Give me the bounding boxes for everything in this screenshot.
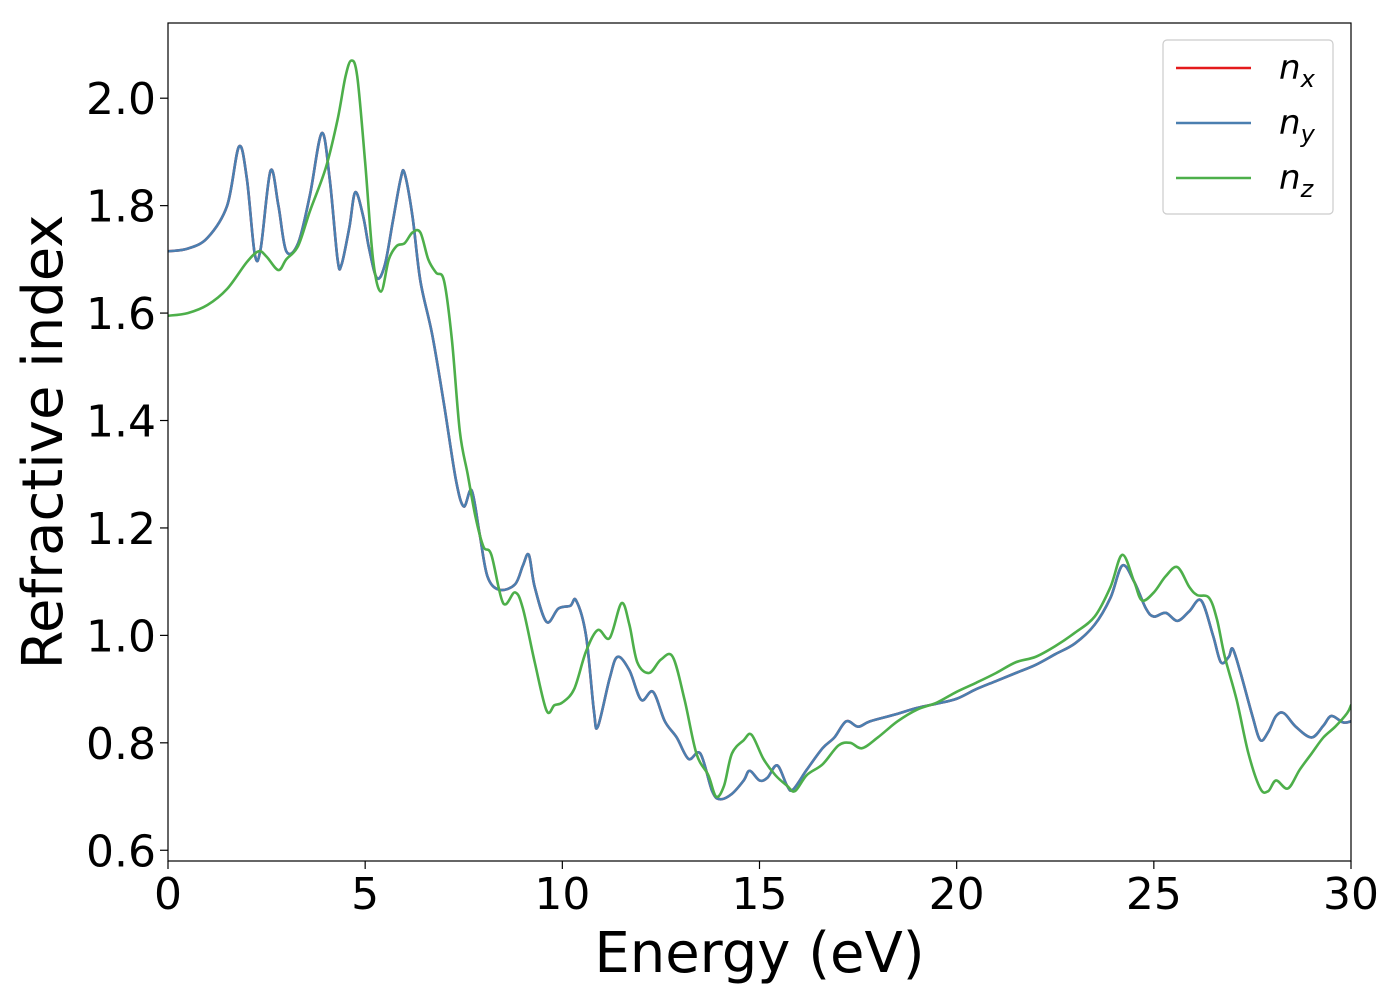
legend-label-y: ny	[1279, 103, 1316, 148]
series-line-z	[168, 59, 1351, 799]
x-axis-ticks: 0 5 10 15 20 25 30	[154, 861, 1379, 920]
legend-box	[1162, 39, 1334, 215]
y-axis-label: Refractive index	[11, 215, 76, 670]
y-tick-label: 1.4	[86, 397, 156, 448]
legend-label-x: nx	[1279, 48, 1316, 93]
legend-label-subscript: x	[1300, 65, 1316, 93]
x-tick-label: 0	[154, 869, 182, 920]
y-tick-label: 1.8	[86, 182, 156, 233]
legend-label-base: n	[1279, 103, 1301, 143]
y-tick-label: 0.6	[86, 826, 156, 877]
legend-label-base: n	[1279, 48, 1301, 88]
x-tick-label: 10	[534, 869, 590, 920]
legend-label-subscript: y	[1300, 120, 1316, 148]
y-tick-label: 1.0	[86, 611, 156, 662]
y-tick-label: 2.0	[86, 74, 156, 125]
legend-label-z: nz	[1279, 158, 1315, 203]
x-tick-label: 20	[929, 869, 985, 920]
y-axis-ticks: 0.6 0.8 1.0 1.2 1.4 1.6 1.8 2.0	[86, 74, 168, 877]
series-line-y	[168, 131, 1351, 801]
legend-label-subscript: z	[1300, 175, 1315, 203]
legend-label-base: n	[1279, 158, 1301, 198]
y-tick-label: 1.6	[86, 289, 156, 340]
y-tick-label: 1.2	[86, 504, 156, 555]
x-tick-label: 5	[351, 869, 379, 920]
x-axis-label: Energy (eV)	[594, 921, 924, 986]
series-layer	[168, 59, 1351, 801]
y-tick-label: 0.8	[86, 719, 156, 770]
x-tick-label: 25	[1126, 869, 1182, 920]
x-tick-label: 15	[732, 869, 788, 920]
x-tick-label: 30	[1323, 869, 1379, 920]
